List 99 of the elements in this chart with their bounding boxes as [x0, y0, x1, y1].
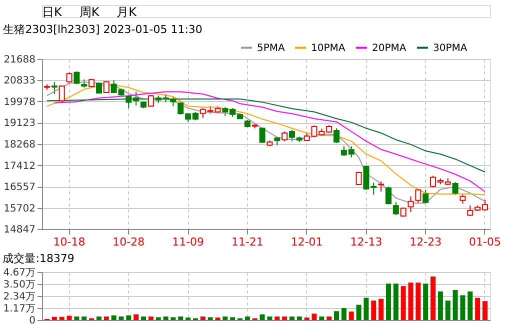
chart-title: 生猪2303[lh2303] 2023-01-05 11:30: [3, 23, 202, 36]
chart-title: 成交量:18379: [2, 252, 74, 265]
bar: [416, 282, 421, 320]
x-tick-label: 01-05: [469, 236, 501, 248]
bar: [230, 317, 236, 320]
bar: [244, 316, 250, 320]
bar: [82, 316, 87, 320]
bar: [134, 314, 139, 320]
bar: [482, 301, 488, 320]
bar: [364, 298, 369, 320]
candlestick: [288, 129, 295, 142]
bar: [452, 290, 458, 320]
bar: [289, 316, 294, 320]
bar: [296, 316, 302, 320]
bar: [52, 316, 57, 320]
candlestick: [422, 189, 429, 204]
bar: [341, 308, 346, 320]
bar: [386, 284, 391, 320]
bar: [282, 316, 288, 320]
candlestick: [452, 182, 458, 196]
y-tick-label: 17412: [4, 160, 36, 172]
bar: [118, 316, 124, 320]
bar: [468, 291, 473, 320]
bar: [178, 316, 184, 320]
bar: [66, 316, 72, 320]
bar: [356, 304, 362, 320]
y-tick-label: 14847: [4, 224, 36, 236]
y-tick-label: 3.50万: [3, 280, 36, 291]
x-tick-label: 10-28: [112, 236, 145, 248]
bar: [148, 316, 154, 320]
bar: [460, 295, 466, 320]
x-tick-label: 12-13: [350, 236, 382, 248]
bar: [475, 298, 480, 320]
bar: [408, 282, 414, 320]
bar: [222, 316, 228, 320]
bar: [260, 314, 265, 320]
bar: [111, 315, 116, 320]
y-tick-label: 15702: [4, 203, 36, 214]
y-tick-label: 20833: [4, 76, 36, 87]
text: 日K: [42, 5, 63, 19]
bar: [96, 316, 102, 320]
legend-label: 30PMA: [433, 42, 468, 54]
bar: [267, 316, 272, 320]
bar: [430, 276, 436, 320]
legend-label: 20PMA: [372, 42, 406, 54]
candlestick: [334, 128, 340, 144]
bar: [393, 284, 398, 320]
y-tick-label: 1.17万: [3, 303, 36, 314]
bar: [156, 317, 161, 320]
bar: [445, 300, 450, 320]
candlestick: [58, 86, 65, 103]
bar: [319, 316, 324, 320]
candlestick: [282, 131, 288, 142]
y-tick-label: 21688: [4, 54, 36, 66]
y-tick-label: 18268: [4, 139, 36, 150]
candlestick: [66, 72, 72, 84]
bar: [400, 286, 406, 320]
candlestick: [415, 188, 422, 204]
bar: [74, 316, 80, 320]
y-tick-label: 4.67万: [3, 268, 36, 278]
candlestick: [259, 127, 266, 144]
bar: [274, 316, 280, 320]
bar: [438, 291, 443, 320]
x-tick-label: 12-23: [410, 236, 442, 248]
candlestick: [51, 82, 58, 94]
bar: [378, 298, 384, 320]
y-tick-label: 2.34万: [3, 291, 36, 302]
candlestick: [74, 70, 80, 85]
bar: [371, 300, 376, 320]
y-tick-label: 16557: [4, 182, 36, 194]
bar: [104, 316, 109, 320]
bar: [141, 316, 146, 320]
text: 周K: [79, 5, 100, 19]
candlestick: [103, 80, 110, 94]
bar: [208, 317, 213, 320]
bar: [423, 284, 428, 320]
candlestick: [378, 180, 384, 192]
bar: [200, 316, 206, 320]
bar: [348, 312, 354, 320]
x-tick-label: 12-01: [290, 236, 323, 248]
candlestick: [408, 196, 414, 213]
y-tick-label: 19123: [4, 118, 36, 130]
bar: [326, 316, 332, 320]
bar: [170, 317, 176, 320]
bar: [312, 314, 317, 320]
x-tick-label: 11-09: [172, 236, 204, 248]
y-tick-label: 0: [29, 316, 36, 326]
candlestick: [385, 186, 392, 205]
x-tick-label: 11-21: [231, 236, 264, 248]
bar: [163, 316, 168, 320]
candlestick: [392, 202, 399, 216]
legend-label: 5PMA: [257, 42, 286, 54]
y-tick-label: 19978: [4, 96, 36, 108]
x-tick-label: 10-18: [53, 236, 86, 248]
text: 月K: [116, 5, 138, 19]
bar: [59, 316, 64, 320]
bar: [334, 311, 340, 320]
legend-label: 10PMA: [311, 42, 346, 54]
bar: [126, 315, 132, 320]
